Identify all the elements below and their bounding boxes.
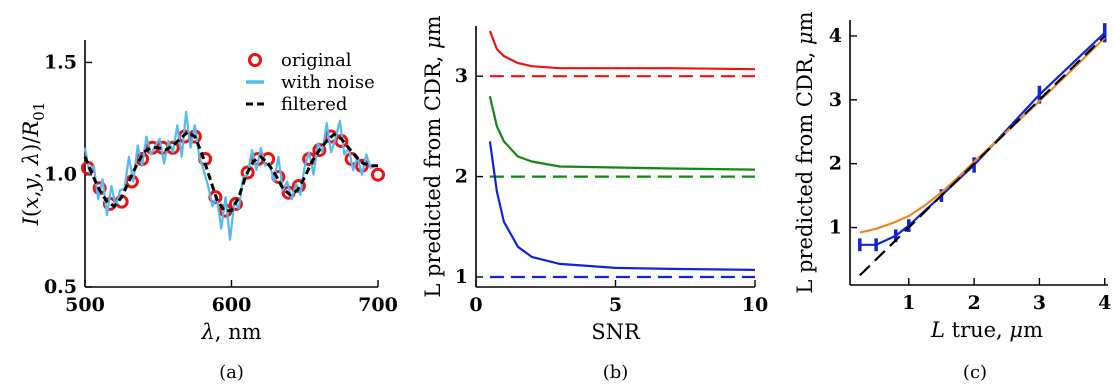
x-axis-label-symbol: λ xyxy=(200,320,214,344)
series-line-5 xyxy=(488,141,756,271)
x-axis-label-text: true, xyxy=(945,318,1009,342)
legend-marker-original xyxy=(248,53,262,67)
y-tick-label: 1.0 xyxy=(44,164,77,186)
x-tick-label: 2 xyxy=(967,292,980,314)
y-tick-label: 4 xyxy=(829,25,842,47)
y-tick-label: 0.5 xyxy=(44,276,77,298)
y-axis-label-comma: , xyxy=(19,190,43,197)
y-axis-label-text: L predicted from CDR, xyxy=(421,49,445,298)
x-axis-label-symbol: L xyxy=(930,318,945,342)
data-point-original xyxy=(240,165,255,180)
x-tick-label: 1 xyxy=(902,292,915,314)
series-line-with-noise xyxy=(83,110,376,241)
y-axis-label-comma2: , xyxy=(19,165,43,178)
y-axis-label-subscript: 01 xyxy=(30,102,48,121)
y-tick-label: 1 xyxy=(829,217,842,239)
y-axis-label-r: R xyxy=(19,121,43,138)
y-tick-label: 1.5 xyxy=(44,51,77,73)
x-axis-label-unit: m xyxy=(1023,318,1043,342)
x-tick-label: 0 xyxy=(469,294,482,316)
y-axis-label-unit: m xyxy=(793,11,817,31)
y-axis-label: L predicted from CDR, μm xyxy=(421,15,445,297)
x-axis-label-unit: , nm xyxy=(215,320,262,344)
series-line-3 xyxy=(488,96,756,171)
panel-b-chart: 0 5 10 1 2 3 SNR L predicted from CDR, μm (b) xyxy=(421,15,768,383)
panel-caption: (a) xyxy=(219,362,244,383)
x-tick-label: 4 xyxy=(1098,292,1111,314)
x-axis-label: SNR xyxy=(591,320,641,344)
y-axis-label-i: I xyxy=(19,216,43,226)
y-tick-label: 3 xyxy=(455,65,468,87)
legend-label: with noise xyxy=(281,72,375,93)
data-point-original xyxy=(228,196,243,211)
x-tick-label: 10 xyxy=(742,294,768,316)
y-axis-label-mu: μ xyxy=(793,31,817,45)
y-axis-label: I(x,y, λ)/R01 xyxy=(19,102,48,227)
x-tick-label: 5 xyxy=(609,294,622,316)
y-axis-label-lambda: λ xyxy=(19,152,43,166)
series-line-filtered xyxy=(83,130,378,213)
y-axis-label-text: L predicted from CDR, xyxy=(793,45,817,294)
y-axis-label-args: ( xyxy=(19,209,43,217)
legend-label: filtered xyxy=(281,94,347,115)
y-axis-label-mu: μ xyxy=(421,35,445,49)
y-tick-label: 1 xyxy=(455,266,468,288)
x-tick-label: 600 xyxy=(212,294,252,316)
y-tick-label: 3 xyxy=(829,89,842,111)
x-axis-label: L true, μm xyxy=(930,318,1043,342)
y-axis-label-unit: m xyxy=(421,15,445,35)
y-axis-label-y: y xyxy=(19,177,43,191)
series-line-1 xyxy=(488,30,756,71)
data-point-original xyxy=(371,167,385,182)
x-tick-label: 700 xyxy=(358,294,398,316)
x-tick-label: 500 xyxy=(65,294,105,316)
y-axis-label-close: )/ xyxy=(19,136,43,152)
legend-label: original xyxy=(281,50,352,71)
panel-caption: (b) xyxy=(603,362,629,383)
y-tick-label: 2 xyxy=(829,153,842,175)
x-tick-label: 3 xyxy=(1033,292,1046,314)
y-axis-label: L predicted from CDR, μm xyxy=(793,11,817,293)
x-axis-label-mu: μ xyxy=(1009,318,1023,342)
panel-caption: (c) xyxy=(963,362,987,383)
series-line-3 xyxy=(859,35,1106,277)
series-line-1 xyxy=(859,32,1106,246)
y-tick-label: 2 xyxy=(455,166,468,188)
x-axis-label: λ, nm xyxy=(200,320,261,344)
y-axis-label-x: x xyxy=(19,197,43,209)
